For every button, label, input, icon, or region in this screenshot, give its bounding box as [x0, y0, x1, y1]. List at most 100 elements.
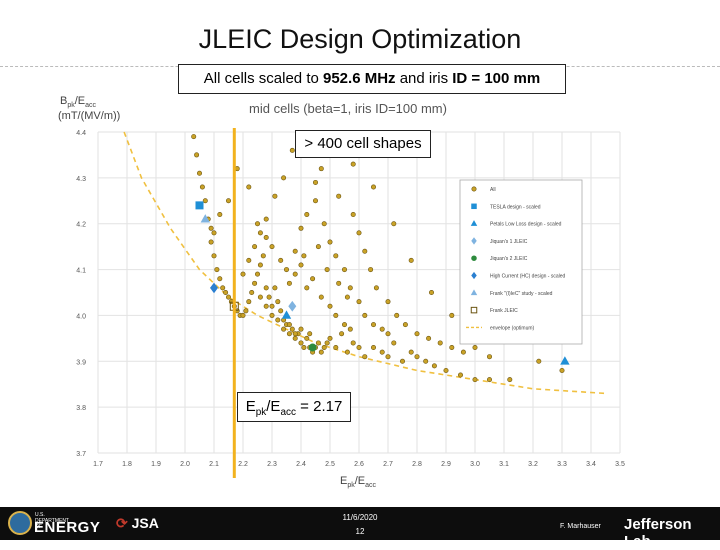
legend-label: Jiquan's 2 JLEIC — [490, 256, 528, 262]
doe-seal-icon — [8, 511, 32, 535]
data-point — [310, 276, 316, 282]
x-tick-label: 2.0 — [180, 461, 190, 468]
data-point — [472, 345, 478, 351]
data-point — [312, 198, 318, 204]
epk-ratio-callout: Epk/Eacc = 2.17 — [237, 392, 351, 422]
legend-marker — [471, 271, 477, 280]
x-tick-label: 2.6 — [354, 461, 364, 468]
data-point — [298, 262, 304, 268]
data-point — [275, 317, 281, 323]
footer-date: 11/6/2020 — [342, 513, 378, 522]
x-tick-label: 3.3 — [557, 461, 567, 468]
cell-shapes-callout: > 400 cell shapes — [295, 130, 431, 158]
legend-marker — [470, 220, 478, 226]
callout-acc: acc — [280, 407, 297, 418]
data-point — [304, 335, 310, 341]
data-point — [220, 285, 226, 291]
data-point — [449, 312, 455, 318]
callout-slash-e: /E — [266, 398, 281, 415]
data-point — [223, 289, 229, 295]
data-point — [336, 193, 342, 199]
data-point — [327, 335, 333, 341]
data-point — [298, 225, 304, 231]
scaling-note-mid: and iris — [395, 70, 453, 87]
data-point — [414, 354, 420, 360]
data-point — [255, 271, 261, 277]
legend-label: Petals Low Loss design - scaled — [490, 222, 562, 228]
data-point — [286, 331, 292, 337]
data-point — [257, 230, 263, 236]
data-point — [288, 300, 297, 312]
legend-label: envelope (optimum) — [490, 325, 535, 331]
data-point — [333, 253, 339, 259]
data-point — [255, 221, 261, 227]
legend-marker — [471, 237, 477, 245]
data-point — [281, 326, 287, 332]
data-point — [249, 289, 255, 295]
data-point — [315, 340, 321, 346]
x-tick-label: 1.9 — [151, 461, 161, 468]
data-point — [260, 253, 266, 259]
data-point — [298, 340, 304, 346]
data-point — [292, 331, 298, 337]
data-point — [472, 377, 478, 383]
data-point — [217, 276, 223, 282]
data-point — [283, 267, 289, 273]
data-point — [263, 234, 269, 240]
data-point — [362, 248, 368, 254]
data-point — [370, 184, 376, 190]
x-tick-label: 1.7 — [93, 461, 103, 468]
data-point — [414, 331, 420, 337]
data-point — [431, 363, 437, 369]
data-point — [312, 179, 318, 185]
data-point — [379, 349, 385, 355]
data-point — [408, 257, 414, 263]
y-tick-label: 4.2 — [76, 222, 86, 229]
data-point — [292, 271, 298, 277]
data-point — [391, 340, 397, 346]
data-point — [308, 343, 317, 352]
data-point — [269, 244, 275, 250]
data-point — [350, 161, 356, 167]
data-point — [202, 198, 208, 204]
jefferson-lab-logo: Jefferson Lab — [624, 516, 692, 550]
legend-marker — [471, 203, 477, 210]
legend-marker — [470, 289, 478, 296]
x-tick-label: 2.9 — [441, 461, 451, 468]
data-point — [243, 308, 249, 314]
data-point — [341, 267, 347, 273]
data-point — [210, 282, 218, 294]
data-point — [298, 326, 304, 332]
data-point — [370, 345, 376, 351]
scaling-note: All cells scaled to 952.6 MHz and iris I… — [178, 64, 566, 94]
scaling-note-frequency: 952.6 MHz — [323, 70, 396, 87]
data-point — [339, 331, 345, 337]
data-point — [486, 377, 492, 383]
data-point — [333, 312, 339, 318]
data-point — [200, 214, 211, 223]
data-point — [304, 212, 310, 218]
data-point — [278, 308, 284, 314]
data-point — [347, 285, 353, 291]
x-axis-label: Epk/Eacc — [340, 475, 377, 489]
data-point — [197, 170, 203, 176]
data-point — [318, 294, 324, 300]
y-tick-label: 4.1 — [76, 268, 86, 275]
chart-title: mid cells (beta=1, iris ID=100 mm) — [249, 101, 447, 116]
data-point — [399, 358, 405, 364]
data-point — [394, 312, 400, 318]
data-point — [211, 230, 217, 236]
data-point — [240, 312, 246, 318]
data-point — [240, 271, 246, 277]
legend-marker — [471, 255, 477, 261]
data-point — [281, 310, 292, 319]
data-point — [208, 239, 214, 245]
data-point — [344, 349, 350, 355]
data-point — [321, 345, 327, 351]
data-point — [301, 345, 307, 351]
data-point — [327, 239, 333, 245]
data-point — [460, 349, 466, 355]
data-point — [457, 372, 463, 378]
x-tick-label: 3.5 — [615, 461, 625, 468]
